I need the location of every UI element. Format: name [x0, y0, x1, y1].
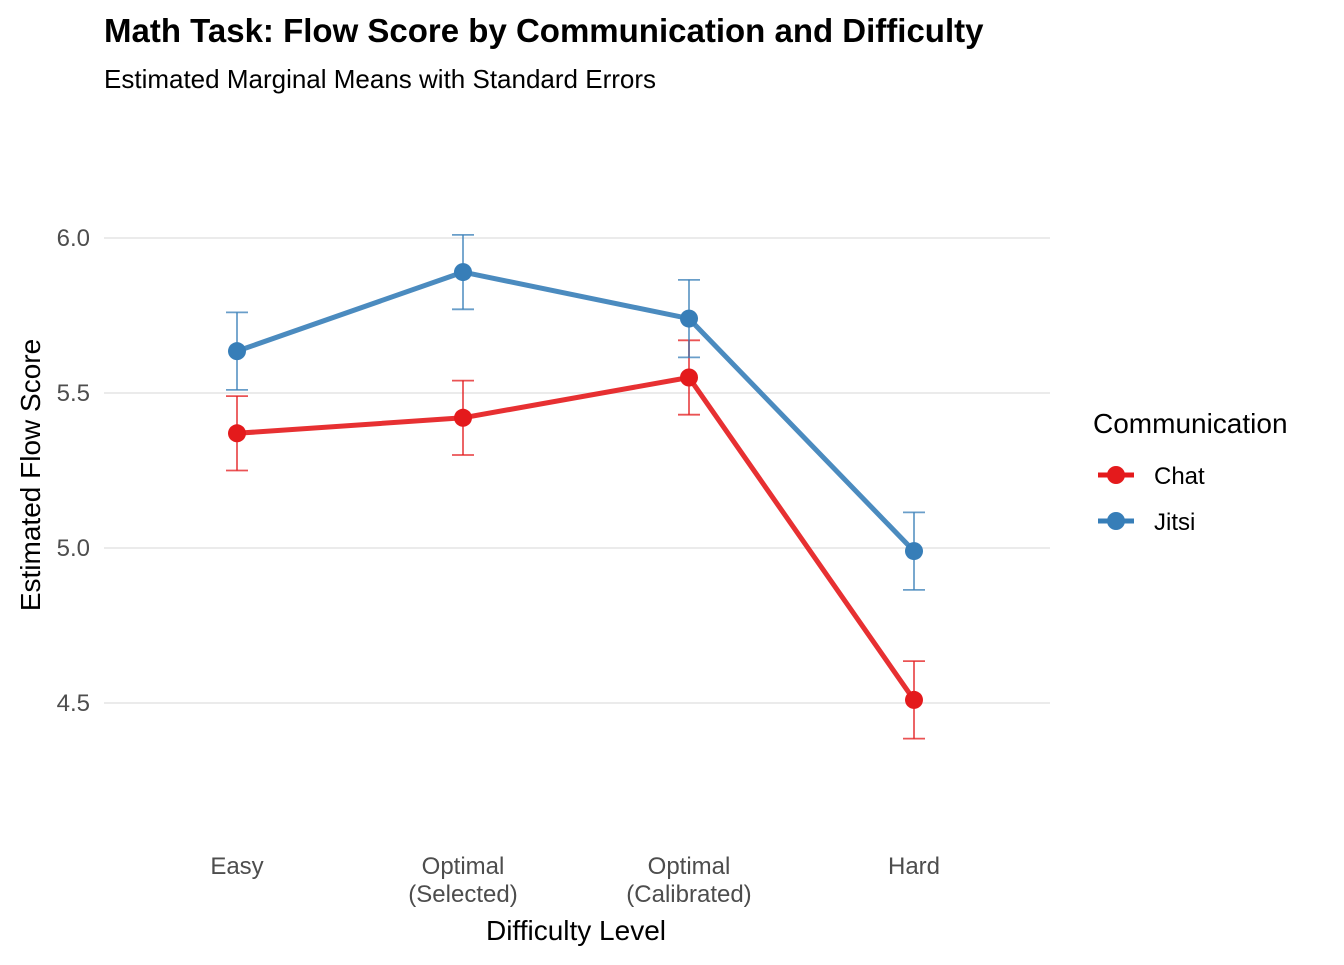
x-tick-label: Hard [888, 853, 940, 880]
data-point [905, 690, 923, 709]
x-axis-ticks: Easy Optimal (Selected)Optimal (Calibrated)… [210, 853, 940, 908]
legend-key-point [1107, 512, 1125, 530]
data-point [680, 309, 698, 328]
legend: Communication Chat Jitsi [1093, 408, 1288, 536]
chart-subtitle: Estimated Marginal Means with Standard E… [104, 64, 656, 94]
legend-key-point [1107, 466, 1125, 484]
legend-label: Chat [1154, 463, 1205, 490]
x-tick-label: Optimal (Calibrated) [626, 853, 751, 908]
series-jitsi [226, 233, 925, 591]
data-point [905, 542, 923, 561]
legend-items: Chat Jitsi [1098, 463, 1205, 536]
x-tick-label-line: (Selected) [408, 881, 517, 908]
x-axis-title: Difficulty Level [486, 915, 666, 946]
data-point [454, 408, 472, 427]
x-tick-label: Optimal (Selected) [408, 853, 517, 908]
data-point [228, 424, 246, 443]
series-line-chat [236, 375, 917, 702]
data-point [454, 263, 472, 282]
grid [104, 237, 1050, 704]
series-chat [226, 339, 925, 740]
x-tick-label-line: Easy [210, 853, 263, 880]
x-tick-label-line: (Calibrated) [626, 881, 751, 908]
series-line-jitsi [236, 269, 916, 553]
x-tick-label-line: Optimal [422, 853, 505, 880]
legend-title: Communication [1093, 408, 1288, 439]
chart-title: Math Task: Flow Score by Communication a… [104, 12, 984, 49]
x-tick-label-line: Optimal [648, 853, 731, 880]
y-axis-ticks: 4.5 5.0 5.5 6.0 [57, 225, 90, 717]
x-tick-label: Easy [210, 853, 263, 880]
y-tick-label: 5.5 [57, 380, 90, 407]
y-axis-title: Estimated Flow Score [15, 339, 46, 611]
data-point [680, 368, 698, 387]
legend-label: Jitsi [1154, 509, 1195, 536]
y-tick-label: 4.5 [57, 690, 90, 717]
data-point [228, 342, 246, 361]
y-tick-label: 6.0 [57, 225, 90, 252]
x-tick-label-line: Hard [888, 853, 940, 880]
series-layer [226, 233, 925, 740]
y-tick-label: 5.0 [57, 535, 90, 562]
